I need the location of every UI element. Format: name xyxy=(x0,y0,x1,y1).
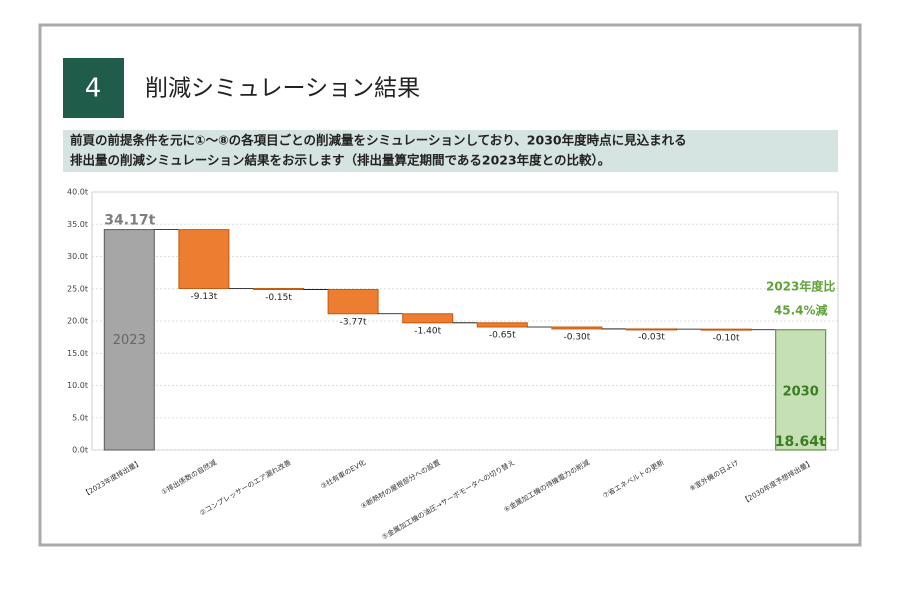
bar xyxy=(476,322,528,328)
description-line: 排出量の削減シミュレーション結果をお示します（排出量算定期間である2023年度と… xyxy=(70,153,610,168)
number-box xyxy=(63,58,124,118)
y-tick-label: 10.0t xyxy=(67,381,88,390)
bar xyxy=(178,229,230,289)
y-tick-label: 25.0t xyxy=(67,284,88,293)
y-tick-label: 30.0t xyxy=(67,252,88,261)
bar-label: 2030 xyxy=(783,384,819,399)
value-label: -0.30t xyxy=(563,332,590,342)
bar xyxy=(253,287,304,290)
annotation: 45.4%減 xyxy=(774,303,828,318)
y-tick-label: 15.0t xyxy=(67,349,88,358)
value-label: -9.13t xyxy=(190,292,217,302)
value-label: 18.64t xyxy=(775,434,826,450)
value-label: -3.77t xyxy=(340,317,367,327)
description-box xyxy=(63,130,838,172)
value-label: -0.10t xyxy=(713,333,740,343)
y-tick-label: 35.0t xyxy=(67,220,88,229)
y-tick-label: 20.0t xyxy=(67,317,88,326)
bar xyxy=(626,328,677,331)
bar xyxy=(551,326,603,330)
value-label: -0.03t xyxy=(638,333,665,343)
bar xyxy=(327,288,379,315)
bar xyxy=(775,329,827,451)
frame xyxy=(38,23,862,547)
value-label: 34.17t xyxy=(104,213,155,229)
section-number: 4 xyxy=(85,74,102,104)
title: 削減シミュレーション結果 xyxy=(145,76,420,102)
value-label: -0.65t xyxy=(489,330,516,340)
y-tick-label: 0.0t xyxy=(72,446,88,455)
bar xyxy=(103,229,155,451)
value-label: -1.40t xyxy=(414,326,441,336)
bar-label: 2023 xyxy=(113,333,146,348)
y-tick-label: 40.0t xyxy=(67,188,88,197)
y-tick-label: 5.0t xyxy=(72,413,88,422)
annotation: 2023年度比 xyxy=(766,279,835,294)
bar xyxy=(700,328,752,331)
bar xyxy=(402,313,454,324)
description-line: 前頁の前提条件を元に①～⑧の各項目ごとの削減量をシミュレーションしており、203… xyxy=(70,133,687,148)
value-label: -0.15t xyxy=(265,293,292,303)
